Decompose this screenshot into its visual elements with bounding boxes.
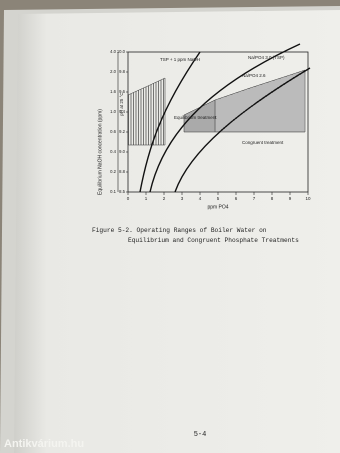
x-tick-label: 4 bbox=[199, 196, 202, 201]
ppm-tick-label: 2.0 bbox=[110, 69, 116, 74]
x-tick-label: 6 bbox=[235, 196, 238, 201]
ppm-tick-label: 1.6 bbox=[110, 89, 116, 94]
ph-tick-label: 9.2 bbox=[119, 129, 125, 134]
ph-tick-label: 9.4 bbox=[119, 109, 125, 114]
curve-ratio-26 bbox=[174, 67, 311, 193]
region-label: Equilibrium treatment bbox=[174, 115, 217, 120]
curve-tsp-naoh bbox=[139, 51, 201, 193]
ph-tick-label: 10.0 bbox=[117, 49, 126, 54]
ph-tick-label: 8.8 bbox=[119, 169, 125, 174]
ppm-tick-label: 1.0 bbox=[110, 109, 116, 114]
ph-tick-label: 9.8 bbox=[119, 69, 125, 74]
ph-tick-label: 8.5 bbox=[119, 189, 125, 194]
curve-label: Na/PO4 2.6 bbox=[242, 73, 266, 78]
x-tick-label: 10 bbox=[305, 196, 311, 201]
caption: Figure 5-2. Operating Ranges of Boiler W… bbox=[92, 227, 299, 244]
x-axis-label: ppm PO4 bbox=[207, 204, 228, 210]
curve-label: Na/PO4 3.0 (TSP) bbox=[248, 55, 285, 60]
curve-ratio-3 bbox=[149, 43, 301, 193]
curve-label: TSP + 1 ppm NaOH bbox=[160, 57, 200, 62]
x-tick-label: 1 bbox=[145, 196, 148, 201]
ticks: 0 1 2 3 4 5 6 7 8 9 10 4.0 2.0 1.6 1.0 0.6 0.4 0.2 0.1 10.0… bbox=[110, 49, 311, 201]
page-number: 5-4 bbox=[194, 431, 207, 439]
x-tick-label: 8 bbox=[271, 196, 274, 201]
figure: Equilibrium NaOH concentration (ppm) pH … bbox=[97, 43, 311, 210]
x-tick-label: 5 bbox=[217, 196, 220, 201]
x-tick-label: 3 bbox=[181, 196, 184, 201]
x-tick-label: 9 bbox=[289, 196, 292, 201]
ph-tick-label: 9.0 bbox=[119, 149, 125, 154]
ppm-tick-label: 0.1 bbox=[110, 189, 116, 194]
x-tick-label: 2 bbox=[163, 196, 166, 201]
overlap-region bbox=[183, 99, 216, 133]
ppm-tick-label: 0.4 bbox=[110, 149, 116, 154]
ppm-tick-label: 4.0 bbox=[110, 49, 116, 54]
x-tick-label: 0 bbox=[127, 196, 130, 201]
ph-tick-label: 9.6 bbox=[119, 89, 125, 94]
ppm-tick-label: 0.6 bbox=[110, 129, 116, 134]
x-tick-label: 7 bbox=[253, 196, 256, 201]
watermark: Antikvárium.hu bbox=[4, 438, 84, 450]
y-axis-label: Equilibrium NaOH concentration (ppm) bbox=[97, 109, 103, 195]
region-label: Congruent treatment bbox=[242, 140, 284, 145]
ppm-tick-label: 0.2 bbox=[110, 169, 116, 174]
y2-axis-label: pH at 25 °C bbox=[119, 92, 124, 116]
